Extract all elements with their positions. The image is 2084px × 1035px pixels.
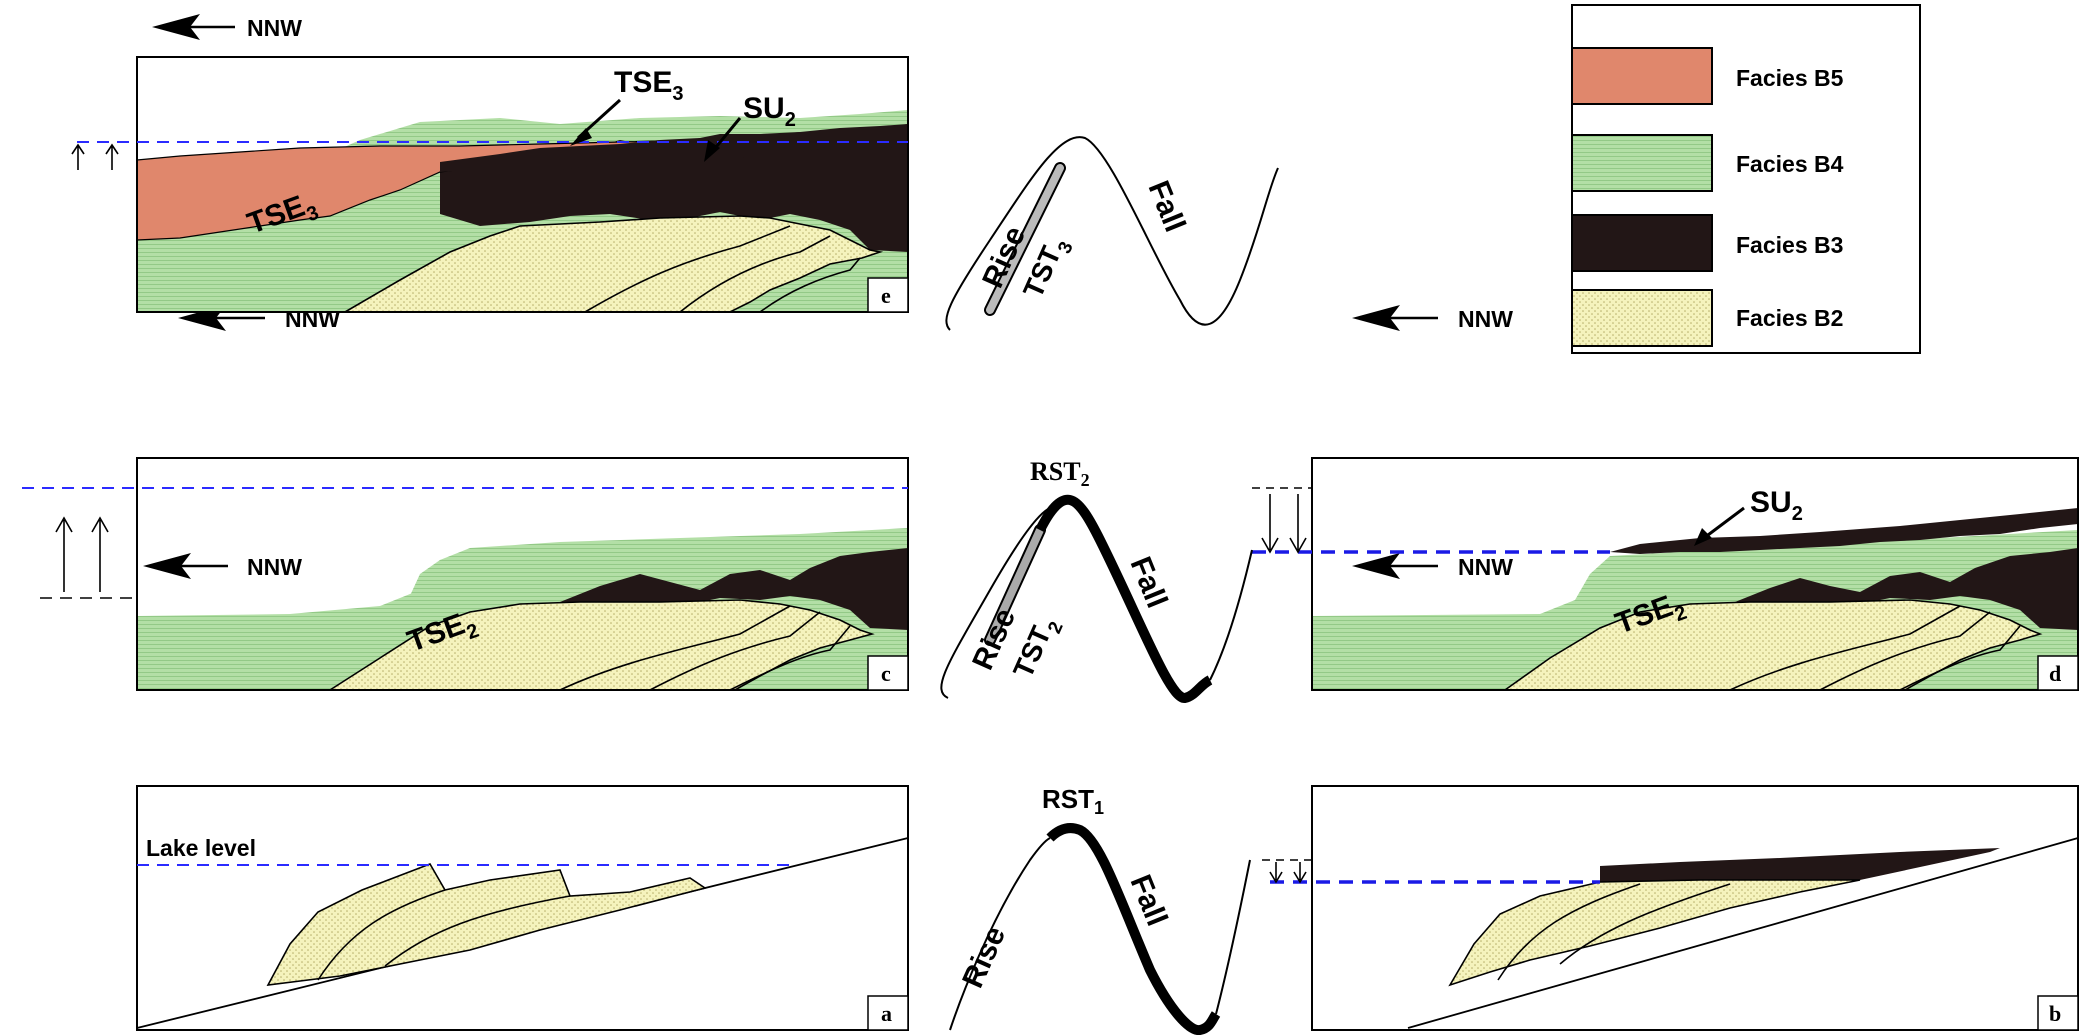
panel-d-callout-su2: SU2: [1694, 486, 1803, 546]
direction-arrow-e: NNW: [152, 14, 302, 41]
legend-label-b4: Facies B4: [1736, 151, 1844, 177]
panel-b: b: [1262, 785, 2079, 1031]
panel-d-frame: [1311, 457, 2079, 691]
panel-e-letter: e: [881, 283, 891, 308]
panel-b-letter: b: [2049, 1001, 2061, 1026]
legend-swatch-b5: [1571, 47, 1713, 105]
panel-e-rise-arrow-2: [105, 143, 119, 170]
panel-d: TSE2 SU2 d: [1252, 457, 2079, 691]
direction-arrow-b: NNW: [1352, 553, 1513, 580]
panel-d-callout-su2-label: SU2: [1750, 486, 1803, 525]
direction-arrow-d: NNW: [1352, 305, 1513, 332]
curve-middle-peak: RST2: [1030, 457, 1090, 490]
legend-item-b5: Facies B5: [1571, 47, 1844, 105]
direction-arrow-a: NNW: [143, 553, 302, 580]
panel-c-rise-arrow-1: [55, 516, 73, 592]
lake-level-curve-top: Rise TST3 Fall: [945, 136, 1279, 331]
panel-d-fall-arrow-1: [1261, 494, 1279, 554]
legend-item-b4: Facies B4: [1571, 134, 1844, 192]
panel-e-callout-tse3-label: TSE3: [614, 66, 683, 105]
panel-d-letter: d: [2049, 661, 2061, 686]
direction-label-b: NNW: [1458, 554, 1513, 580]
panel-e-callout-su2: SU2: [704, 92, 796, 162]
panel-a: Lake level a: [136, 785, 909, 1031]
panel-b-fall-arrow-1: [1269, 862, 1283, 884]
panel-e-callout-su2-label: SU2: [743, 92, 796, 131]
panel-c-letter: c: [881, 661, 891, 686]
legend: Facies B5 Facies B4 Facies B3 Facies B2: [1571, 4, 1921, 354]
panel-b-fall-arrow-2: [1293, 862, 1307, 884]
legend-item-b3: Facies B3: [1571, 214, 1843, 272]
lake-level-curve-middle: RST2 Rise TST2 Fall: [940, 457, 1253, 703]
panel-e: TSE3 TSE3 SU2 e: [71, 56, 909, 313]
panel-c-frame: [136, 457, 909, 691]
legend-swatch-b4: [1571, 134, 1713, 192]
legend-swatch-b2: [1571, 289, 1713, 347]
panel-c-rise-arrow-2: [91, 516, 109, 592]
direction-label-d: NNW: [1458, 306, 1513, 332]
panel-e-rise-arrow-1: [71, 143, 85, 170]
legend-label-b5: Facies B5: [1736, 65, 1844, 91]
panel-a-letter: a: [881, 1001, 892, 1026]
panel-a-frame: [136, 785, 909, 1031]
legend-swatch-b3: [1571, 214, 1713, 272]
legend-label-b2: Facies B2: [1736, 305, 1843, 331]
panel-c: TSE2 c: [22, 457, 909, 691]
panel-b-frame: [1311, 785, 2079, 1031]
legend-label-b3: Facies B3: [1736, 232, 1843, 258]
panel-b-basin-floor: [1407, 837, 2079, 1029]
lake-level-curve-bottom: RST1 Rise Fall: [949, 784, 1251, 1035]
panel-a-lake-label: Lake level: [146, 835, 256, 861]
panel-e-callout-tse3: TSE3: [570, 66, 683, 146]
direction-label-e: NNW: [247, 15, 302, 41]
curve-bottom-rise: Rise: [956, 922, 1012, 993]
curve-top-fall: Fall: [1142, 176, 1192, 236]
direction-label-a: NNW: [247, 554, 302, 580]
panel-e-frame: [136, 56, 909, 313]
legend-item-b2: Facies B2: [1571, 289, 1843, 347]
curve-bottom-peak: RST1: [1042, 784, 1104, 818]
panel-d-fall-arrow-2: [1289, 494, 1307, 554]
